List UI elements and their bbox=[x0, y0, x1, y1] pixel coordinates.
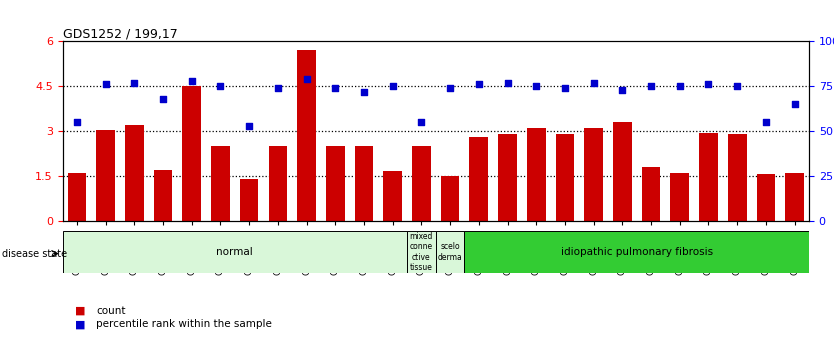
Text: ■: ■ bbox=[75, 306, 86, 315]
Bar bbox=[354, 146, 374, 221]
Bar bbox=[671, 173, 689, 221]
Bar bbox=[465, 231, 809, 273]
Point bbox=[759, 119, 772, 125]
Bar bbox=[384, 171, 402, 221]
Bar bbox=[407, 231, 435, 273]
Bar bbox=[585, 128, 603, 221]
Point bbox=[558, 85, 571, 91]
Point bbox=[472, 82, 485, 87]
Point bbox=[444, 85, 457, 91]
Point bbox=[731, 83, 744, 89]
Point bbox=[70, 119, 83, 125]
Point bbox=[788, 101, 801, 107]
Point bbox=[271, 85, 284, 91]
Point bbox=[128, 80, 141, 86]
Bar bbox=[125, 125, 143, 221]
Bar bbox=[63, 231, 407, 273]
Text: GDS1252 / 199,17: GDS1252 / 199,17 bbox=[63, 27, 178, 40]
Text: normal: normal bbox=[217, 247, 254, 257]
Bar bbox=[412, 146, 430, 221]
Text: ■: ■ bbox=[75, 319, 86, 329]
Bar bbox=[68, 173, 86, 221]
Bar bbox=[153, 170, 173, 221]
Point bbox=[329, 85, 342, 91]
Text: idiopathic pulmonary fibrosis: idiopathic pulmonary fibrosis bbox=[560, 247, 713, 257]
Bar bbox=[269, 146, 287, 221]
Bar bbox=[699, 132, 718, 221]
Bar bbox=[613, 122, 631, 221]
Text: percentile rank within the sample: percentile rank within the sample bbox=[96, 319, 272, 329]
Point bbox=[214, 83, 227, 89]
Bar bbox=[240, 179, 259, 221]
Bar bbox=[527, 128, 545, 221]
Bar bbox=[555, 134, 575, 221]
Point bbox=[645, 83, 658, 89]
Point bbox=[501, 80, 515, 86]
Point bbox=[702, 82, 716, 87]
Bar bbox=[756, 175, 776, 221]
Point bbox=[673, 83, 686, 89]
Point bbox=[414, 119, 428, 125]
Point bbox=[243, 123, 256, 128]
Point bbox=[530, 83, 543, 89]
Bar bbox=[641, 167, 661, 221]
Bar bbox=[786, 173, 804, 221]
Text: count: count bbox=[96, 306, 125, 315]
Bar bbox=[96, 130, 115, 221]
Point bbox=[99, 82, 113, 87]
Bar bbox=[435, 231, 465, 273]
Point bbox=[300, 76, 314, 82]
Point bbox=[156, 96, 169, 101]
Point bbox=[615, 87, 629, 92]
Bar bbox=[441, 176, 460, 221]
Point bbox=[587, 80, 600, 86]
Text: disease state: disease state bbox=[2, 249, 67, 258]
Bar bbox=[326, 146, 344, 221]
Bar bbox=[211, 146, 230, 221]
Text: scelo
derma: scelo derma bbox=[438, 242, 463, 262]
Bar bbox=[183, 86, 201, 221]
Bar bbox=[470, 137, 488, 221]
Bar bbox=[498, 134, 517, 221]
Point bbox=[185, 78, 198, 83]
Point bbox=[357, 89, 370, 95]
Bar bbox=[297, 50, 316, 221]
Bar bbox=[728, 134, 746, 221]
Point bbox=[386, 83, 399, 89]
Text: mixed
conne
ctive
tissue: mixed conne ctive tissue bbox=[409, 232, 433, 272]
